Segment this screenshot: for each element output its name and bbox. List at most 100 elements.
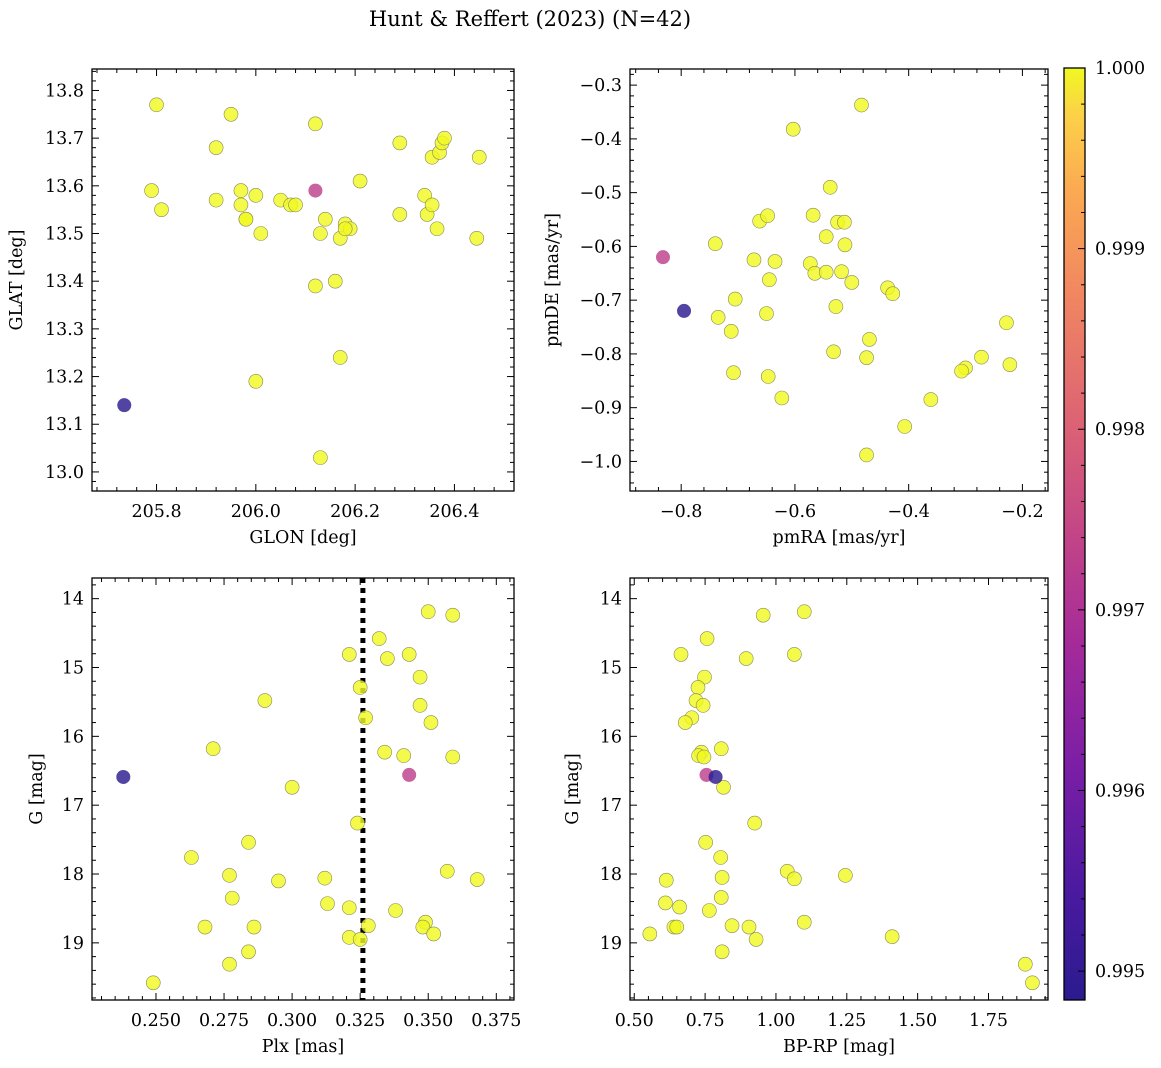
x-tick-label: 1.25	[827, 1011, 866, 1031]
scatter-point	[313, 450, 328, 465]
scatter-point	[677, 303, 692, 318]
scatter-point	[238, 211, 254, 227]
scatter-point	[818, 229, 834, 245]
x-tick-label: 0.75	[686, 1011, 725, 1031]
x-tick-label: 205.8	[131, 502, 181, 522]
scatter-point	[974, 349, 989, 365]
x-tick-label: 0.350	[403, 1011, 453, 1031]
scatter-point	[699, 631, 715, 646]
colorbar: 0.995 0.996 0.997 0.998 0.999 1.000	[1063, 59, 1145, 1001]
x-tick-label: 1.00	[756, 1011, 795, 1031]
scatter-point	[828, 299, 844, 314]
points	[655, 97, 1018, 463]
ticks	[92, 69, 515, 491]
scatter-point	[396, 748, 412, 763]
scatter-point	[796, 604, 812, 620]
scatter-point	[308, 116, 323, 132]
scatter-point	[415, 919, 431, 935]
scatter-point	[253, 226, 269, 241]
y-tick-label: −0.9	[580, 399, 623, 419]
scatter-point	[844, 275, 860, 290]
scatter-point	[257, 693, 273, 708]
scatter-point	[999, 315, 1014, 331]
scatter-point	[746, 252, 762, 268]
scatter-point	[748, 932, 764, 947]
scatter-point	[714, 944, 730, 960]
scatter-point	[698, 835, 713, 850]
y-axis-label: GLAT [deg]	[7, 230, 27, 331]
scatter-point	[658, 872, 674, 888]
y-tick-label: 16	[62, 727, 84, 747]
scatter-point	[708, 236, 723, 252]
scatter-point	[642, 926, 658, 942]
axes-frame	[91, 577, 515, 1001]
scatter-point	[423, 715, 439, 730]
scatter-point	[818, 264, 834, 280]
scatter-point	[714, 870, 730, 885]
scatter-point	[248, 188, 264, 203]
scatter-point	[149, 97, 164, 113]
y-tick-label: 13.0	[45, 463, 84, 483]
scatter-point	[695, 698, 711, 713]
scatter-point	[116, 769, 131, 784]
y-tick-label: 13.6	[45, 177, 84, 197]
y-axis-label: G [mag]	[563, 753, 583, 824]
scatter-point	[471, 149, 487, 165]
colorbar-tick-label: 0.995	[1095, 962, 1145, 982]
scatter-point	[787, 647, 802, 662]
y-tick-label: −0.7	[580, 291, 623, 311]
scatter-point	[774, 390, 790, 406]
scatter-point	[308, 183, 323, 198]
scatter-point	[439, 863, 455, 879]
scatter-point	[710, 310, 726, 325]
scatter-point	[716, 779, 731, 795]
scatter-point	[655, 250, 670, 265]
colorbar-tick-label: 0.999	[1095, 240, 1145, 260]
y-tick-label: −1.0	[580, 452, 623, 472]
plot-area	[630, 578, 1048, 1000]
y-tick-label: −0.5	[580, 184, 623, 204]
y-tick-label: 14	[62, 590, 84, 610]
scatter-point	[741, 919, 757, 935]
y-tick-label: 18	[62, 865, 84, 885]
scatter-point	[313, 226, 328, 241]
scatter-point	[862, 332, 877, 347]
scatter-point	[884, 929, 900, 944]
scatter-point	[320, 896, 335, 911]
scatter-point	[426, 926, 441, 942]
scatter-point	[361, 918, 376, 933]
scatter-point	[197, 919, 213, 935]
y-tick-label: 16	[600, 727, 622, 747]
scatter-point	[337, 221, 353, 237]
plot-area	[92, 578, 514, 1000]
scatter-point	[154, 202, 169, 217]
scatter-point	[713, 741, 729, 757]
scatter-point	[1002, 357, 1018, 372]
scatter-point	[284, 779, 300, 795]
colorbar-tick-label: 1.000	[1095, 59, 1145, 79]
x-tick-label: 0.50	[615, 1011, 654, 1031]
y-tick-label: 17	[600, 796, 622, 816]
colorbar-tick-label: 0.996	[1095, 781, 1145, 801]
scatter-point	[727, 291, 743, 307]
scatter-point	[352, 680, 368, 695]
scatter-point	[787, 871, 802, 887]
plot-area	[92, 69, 514, 491]
x-tick-label: 0.275	[199, 1011, 249, 1031]
x-tick-label: −0.6	[774, 502, 817, 522]
scatter-point	[412, 698, 428, 713]
scatter-point	[923, 392, 939, 407]
scatter-point	[690, 680, 706, 695]
axes-frame	[629, 577, 1049, 1001]
colorbar-tick-label: 0.998	[1095, 420, 1145, 440]
scatter-point	[445, 749, 461, 765]
scatter-point	[222, 956, 237, 972]
scatter-point	[837, 237, 853, 253]
panel-2: −0.8 −0.6 −0.4 −0.2 −1.0 −0.9 −0.8 −0.7 −0.6 −0.5…	[543, 68, 1049, 548]
colorbar-tick-label: 0.997	[1095, 601, 1145, 621]
x-tick-label: 0.250	[131, 1011, 181, 1031]
scatter-point	[352, 932, 368, 947]
scatter-point	[747, 815, 762, 831]
colorbar-gradient	[1064, 68, 1085, 1000]
scatter-point	[332, 350, 348, 365]
